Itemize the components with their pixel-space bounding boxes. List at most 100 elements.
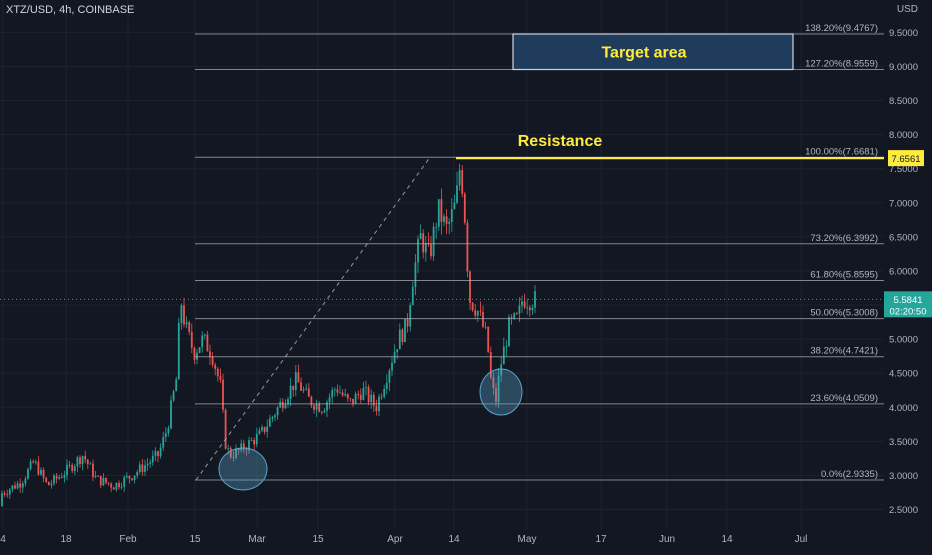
fib-label: 73.20%(6.3992) [810, 233, 878, 244]
candle-body [463, 193, 466, 223]
candle [469, 270, 471, 311]
candle [528, 305, 531, 317]
candle-body [346, 394, 349, 399]
candle [89, 462, 92, 465]
candle-body [445, 216, 448, 224]
grid [0, 0, 884, 530]
candle [118, 480, 120, 490]
candle [14, 481, 16, 490]
candle-body [190, 331, 193, 348]
candle [94, 470, 97, 479]
candle-body [6, 494, 9, 496]
candle [73, 463, 76, 476]
candle [318, 400, 321, 413]
candle-body [292, 385, 295, 390]
candle [167, 425, 170, 437]
candle-body [170, 400, 172, 429]
candle [531, 304, 534, 315]
candle-body [393, 352, 396, 363]
time-axis: 4 18 Feb 15 Mar 15 Apr 14 May 17 Jun 14 Jul [0, 530, 932, 550]
candle [190, 323, 193, 354]
candle-body [40, 469, 42, 475]
candle [27, 467, 29, 480]
candle [357, 390, 360, 400]
currency-label: USD [896, 4, 918, 15]
resistance-label: Resistance [518, 133, 603, 150]
candle-body [42, 469, 45, 478]
candle-body [66, 464, 68, 476]
candle [6, 489, 9, 498]
price-tick-label: 9.0000 [889, 62, 918, 73]
candle [427, 232, 430, 247]
candle [521, 295, 523, 313]
price-tick-label: 3.5000 [889, 437, 918, 448]
time-tick-label: May [518, 534, 537, 545]
time-tick-label: Feb [119, 534, 137, 545]
candle-body [281, 401, 284, 409]
resistance-price-tag [888, 150, 924, 167]
time-tick-label: 4 [0, 534, 6, 545]
candle [484, 321, 487, 330]
candle-body [11, 485, 14, 490]
candle-body [141, 464, 144, 472]
candle-body [19, 483, 22, 488]
candle [209, 344, 211, 365]
candle-body [370, 394, 373, 403]
candle [406, 313, 409, 333]
candle-body [333, 389, 336, 391]
candle-body [219, 376, 222, 380]
candle [326, 399, 328, 418]
candle [84, 450, 87, 464]
candle-body [196, 352, 198, 360]
time-tick-label: Mar [248, 534, 266, 545]
fib-label: 61.80%(5.8595) [810, 270, 878, 281]
candle-body [495, 388, 497, 403]
candle [313, 403, 315, 414]
candle-body [505, 346, 508, 348]
candle-body [526, 307, 529, 309]
support-circle [218, 447, 268, 491]
candle [183, 297, 185, 328]
candle [45, 476, 48, 484]
candle-body [305, 388, 308, 390]
candle [131, 478, 133, 482]
candle [99, 475, 102, 489]
candle [370, 389, 373, 409]
candle-body [211, 357, 214, 365]
candle [66, 459, 68, 481]
candle-body [500, 364, 503, 376]
candle-body [323, 410, 326, 413]
candle-body [136, 472, 139, 476]
candle [232, 451, 235, 462]
candle-body [253, 439, 256, 445]
candle [393, 344, 396, 364]
candle-body [432, 226, 435, 257]
candle [42, 467, 45, 482]
candle-body [279, 401, 282, 408]
candle [336, 384, 339, 397]
candle-body [383, 389, 386, 397]
candle-body [497, 375, 500, 403]
candle [315, 399, 318, 417]
candle [492, 371, 495, 396]
fib-label: 38.20%(4.7421) [810, 346, 878, 357]
candle [352, 398, 354, 408]
candle-body [261, 426, 263, 431]
candle [110, 482, 113, 492]
candle [411, 281, 414, 306]
annotations: Target area Resistance [0, 33, 884, 491]
candle-body [32, 461, 35, 463]
fib-label: 50.00%(5.3008) [810, 308, 878, 319]
candle-body [185, 322, 188, 325]
candle-body [274, 415, 276, 417]
candle [479, 301, 482, 316]
price-tick-label: 2.5000 [889, 505, 918, 516]
candle-body [276, 407, 279, 416]
candle [107, 482, 110, 486]
candle-body [29, 461, 32, 470]
candle-body [289, 385, 292, 400]
support-circle [479, 368, 523, 416]
candle [250, 437, 253, 441]
candle-body [523, 301, 526, 308]
